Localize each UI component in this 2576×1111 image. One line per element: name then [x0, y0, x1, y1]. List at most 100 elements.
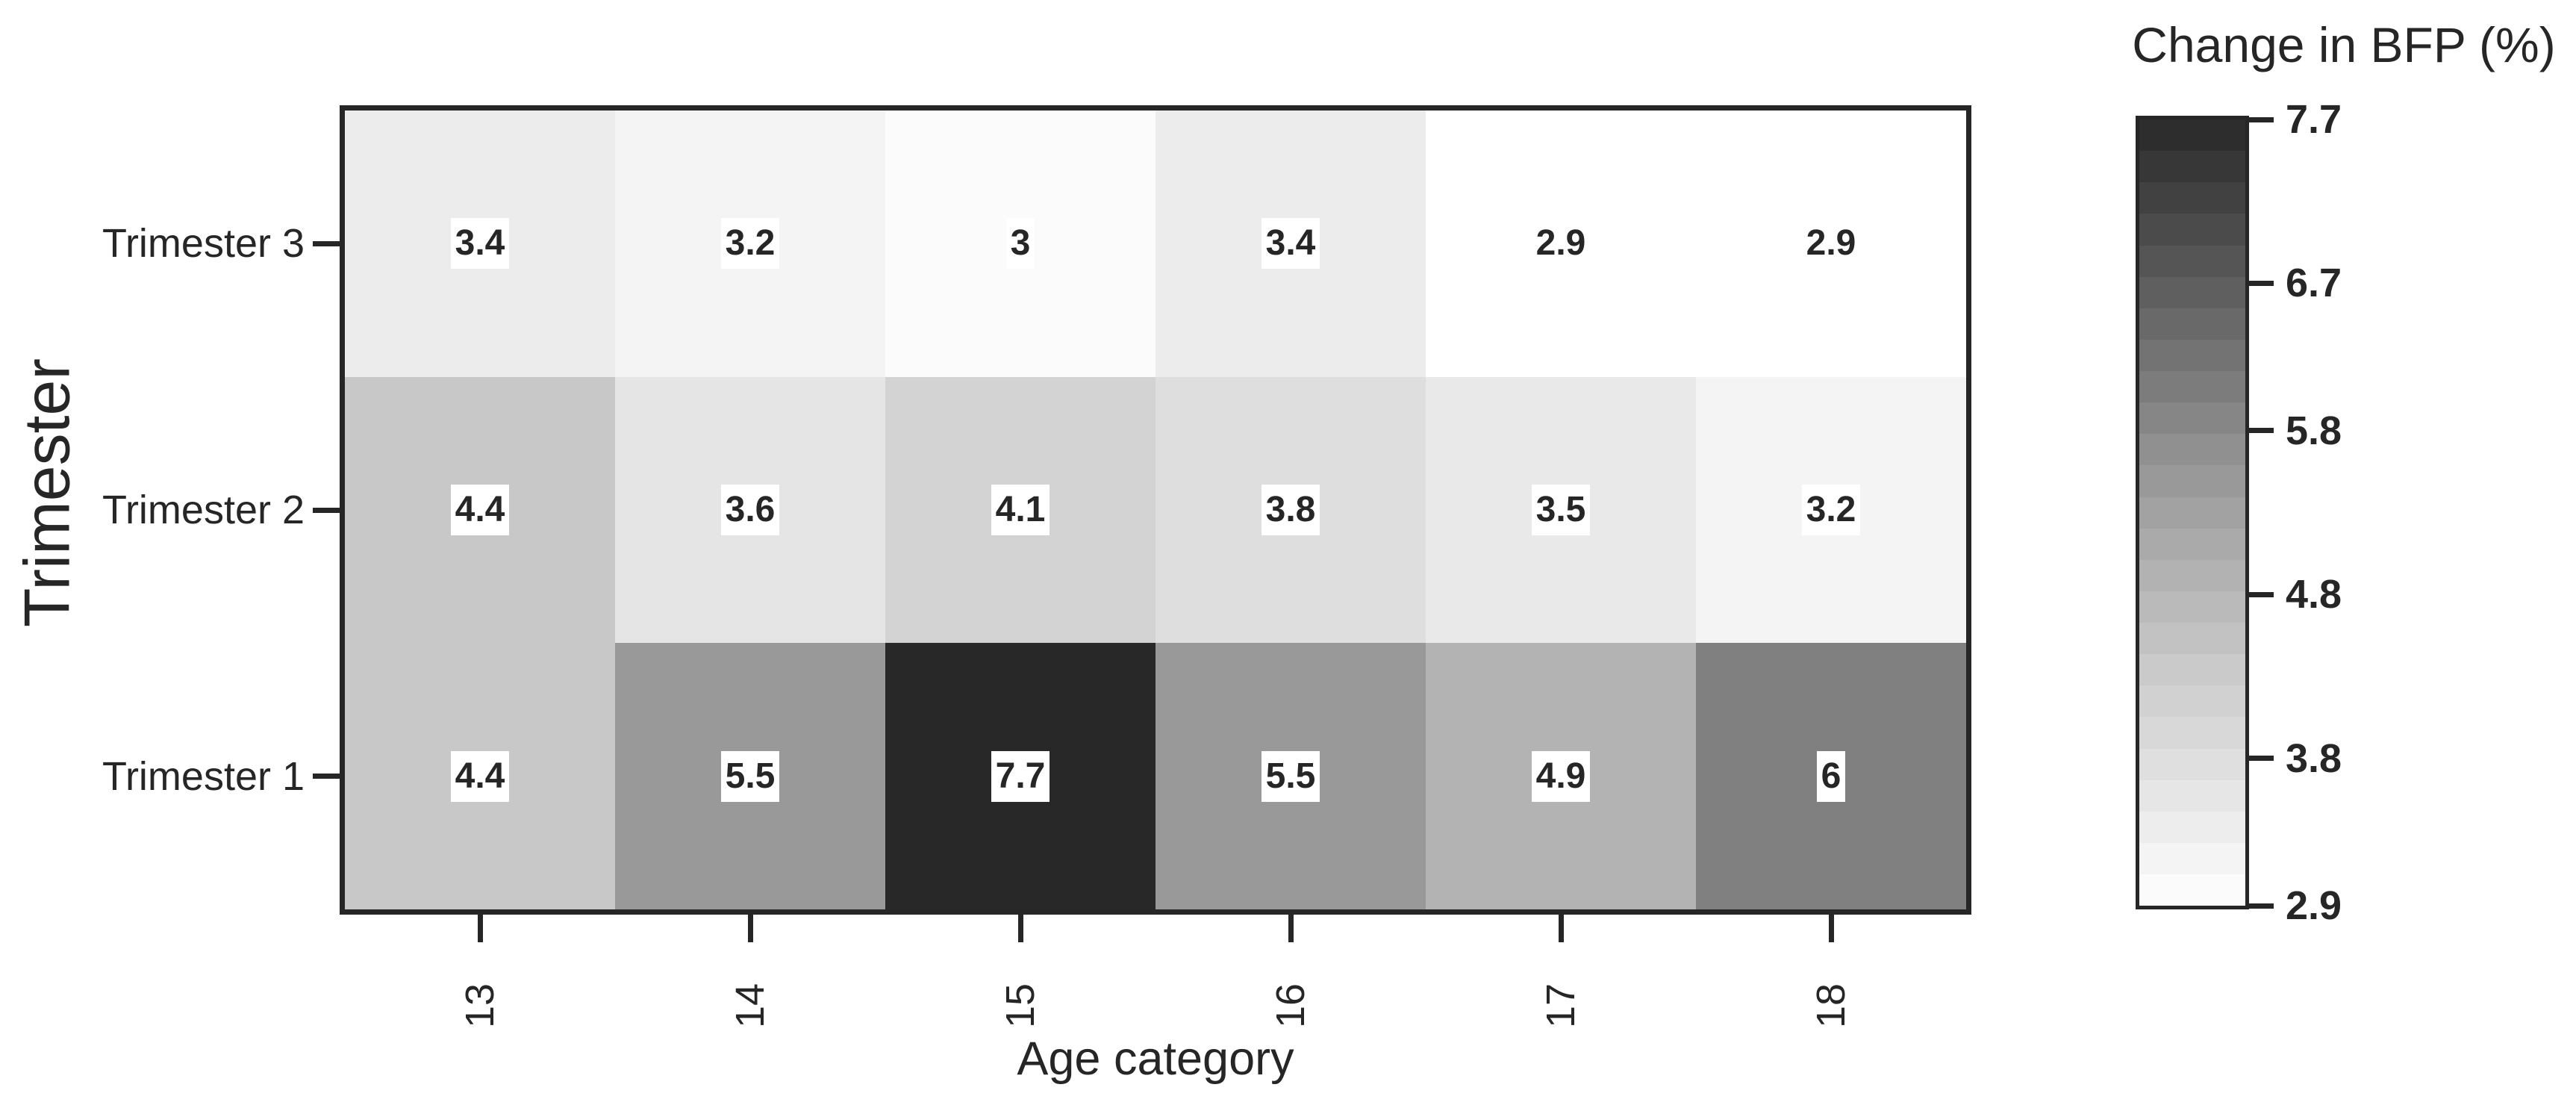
- x-tick-mark: [1558, 915, 1564, 942]
- colorbar-title: Change in BFP (%): [2132, 17, 2556, 72]
- cell-value-label: 5.5: [1261, 750, 1320, 802]
- colorbar-band: [2139, 119, 2245, 152]
- heatmap-cell: 3: [885, 111, 1156, 377]
- y-tick-mark: [313, 507, 340, 513]
- x-tick-label: 13: [428, 950, 532, 1062]
- x-tick-label: 18: [1779, 950, 1883, 1062]
- x-tick-label: 16: [1238, 950, 1343, 1062]
- colorbar-band: [2139, 214, 2245, 246]
- colorbar-tick-label: 3.8: [2286, 735, 2342, 781]
- x-tick-label-text: 17: [1538, 983, 1583, 1029]
- colorbar-band: [2139, 748, 2245, 780]
- colorbar-band: [2139, 717, 2245, 749]
- colorbar-tick-label: 7.7: [2286, 97, 2342, 142]
- colorbar: [2136, 116, 2249, 909]
- x-tick-label-text: 13: [458, 983, 502, 1029]
- x-tick-label: 15: [968, 950, 1073, 1062]
- colorbar-tick-mark: [2245, 428, 2274, 434]
- cell-value-label: 2.9: [1531, 218, 1591, 270]
- colorbar-band: [2139, 182, 2245, 214]
- colorbar-tick-label: 6.7: [2286, 261, 2342, 306]
- heatmap-cell: 7.7: [885, 643, 1156, 909]
- cell-value-label: 3.5: [1531, 484, 1591, 535]
- colorbar-band: [2139, 842, 2245, 874]
- cell-value-label: 6: [1816, 750, 1846, 802]
- heatmap-cell: 3.6: [615, 376, 885, 644]
- colorbar-band: [2139, 151, 2245, 183]
- cell-value-label: 7.7: [991, 750, 1050, 802]
- colorbar-band: [2139, 528, 2245, 560]
- colorbar-band: [2139, 623, 2245, 655]
- colorbar-band: [2139, 371, 2245, 403]
- cell-value-label: 5.5: [720, 750, 780, 802]
- x-axis-label: Age category: [1017, 1033, 1294, 1085]
- heatmap-cell: 2.9: [1696, 111, 1966, 377]
- colorbar-gradient: [2139, 119, 2245, 906]
- cell-value-label: 3.4: [1261, 218, 1320, 270]
- cell-value-label: 3.8: [1261, 484, 1320, 535]
- heatmap-cell: 3.4: [1156, 111, 1426, 377]
- cell-value-label: 3: [1005, 218, 1035, 270]
- colorbar-tick-label: 4.8: [2286, 572, 2342, 617]
- heatmap-cell: 4.1: [885, 376, 1156, 644]
- heatmap-grid: 3.4 3.2 3 3.4 2.9 2.9 4.4 3.6 4.1 3.8 3.5 3.2 4.4 5.5…: [345, 111, 1966, 909]
- colorbar-band: [2139, 559, 2245, 591]
- colorbar-band: [2139, 591, 2245, 623]
- y-tick-mark: [313, 240, 340, 246]
- x-tick-label: 17: [1509, 950, 1613, 1062]
- x-tick-label-text: 14: [728, 983, 773, 1029]
- cell-value-label: 3.6: [720, 484, 780, 535]
- heatmap-cell: 4.4: [345, 376, 615, 644]
- colorbar-tick-mark: [2245, 280, 2274, 286]
- cell-value-label: 4.1: [991, 484, 1050, 535]
- heatmap-cell: 4.4: [345, 643, 615, 909]
- cell-value-label: 3.4: [450, 218, 510, 270]
- colorbar-tick-mark: [2245, 591, 2274, 597]
- x-tick-mark: [1017, 915, 1023, 942]
- heatmap-cell: 3.5: [1426, 376, 1696, 644]
- y-tick-mark: [313, 774, 340, 779]
- heatmap-cell: 5.5: [615, 643, 885, 909]
- heatmap-cell: 2.9: [1426, 111, 1696, 377]
- colorbar-band: [2139, 685, 2245, 718]
- x-tick-label-text: 15: [998, 983, 1043, 1029]
- x-tick-mark: [1828, 915, 1834, 942]
- cell-value-label: 4.9: [1531, 750, 1591, 802]
- cell-value-label: 3.2: [1801, 484, 1861, 535]
- x-tick-label-text: 18: [1809, 983, 1853, 1029]
- heatmap-plot-area: 3.4 3.2 3 3.4 2.9 2.9 4.4 3.6 4.1 3.8 3.5 3.2 4.4 5.5…: [340, 105, 1971, 915]
- colorbar-band: [2139, 308, 2245, 340]
- cell-value-label: 4.4: [450, 484, 510, 535]
- cell-value-label: 4.4: [450, 750, 510, 802]
- colorbar-band: [2139, 339, 2245, 371]
- heatmap-cell: 3.2: [615, 111, 885, 377]
- y-tick-label: Trimester 3: [102, 221, 305, 267]
- colorbar-tick-label: 2.9: [2286, 883, 2342, 928]
- colorbar-band: [2139, 779, 2245, 812]
- colorbar-tick-mark: [2245, 756, 2274, 762]
- colorbar-band: [2139, 497, 2245, 529]
- colorbar-tick-mark: [2245, 116, 2274, 122]
- colorbar-band: [2139, 654, 2245, 686]
- colorbar-band: [2139, 811, 2245, 843]
- colorbar-band: [2139, 434, 2245, 466]
- cell-value-label: 2.9: [1801, 218, 1861, 270]
- heatmap-cell: 3.4: [345, 111, 615, 377]
- heatmap-cell: 4.9: [1426, 643, 1696, 909]
- x-tick-mark: [747, 915, 753, 942]
- y-tick-label: Trimester 1: [102, 753, 305, 799]
- heatmap-cell: 3.8: [1156, 376, 1426, 644]
- colorbar-band: [2139, 465, 2245, 497]
- cell-value-label: 3.2: [720, 218, 780, 270]
- x-tick-label: 14: [698, 950, 802, 1062]
- colorbar-tick-label: 5.8: [2286, 408, 2342, 453]
- colorbar-band: [2139, 874, 2245, 906]
- x-tick-mark: [1288, 915, 1294, 942]
- colorbar-tick-mark: [2245, 903, 2274, 909]
- y-tick-label: Trimester 2: [102, 488, 305, 532]
- heatmap-cell: 5.5: [1156, 643, 1426, 909]
- heatmap-cell: 3.2: [1696, 376, 1966, 644]
- x-tick-mark: [477, 915, 483, 942]
- x-tick-label-text: 16: [1268, 983, 1313, 1029]
